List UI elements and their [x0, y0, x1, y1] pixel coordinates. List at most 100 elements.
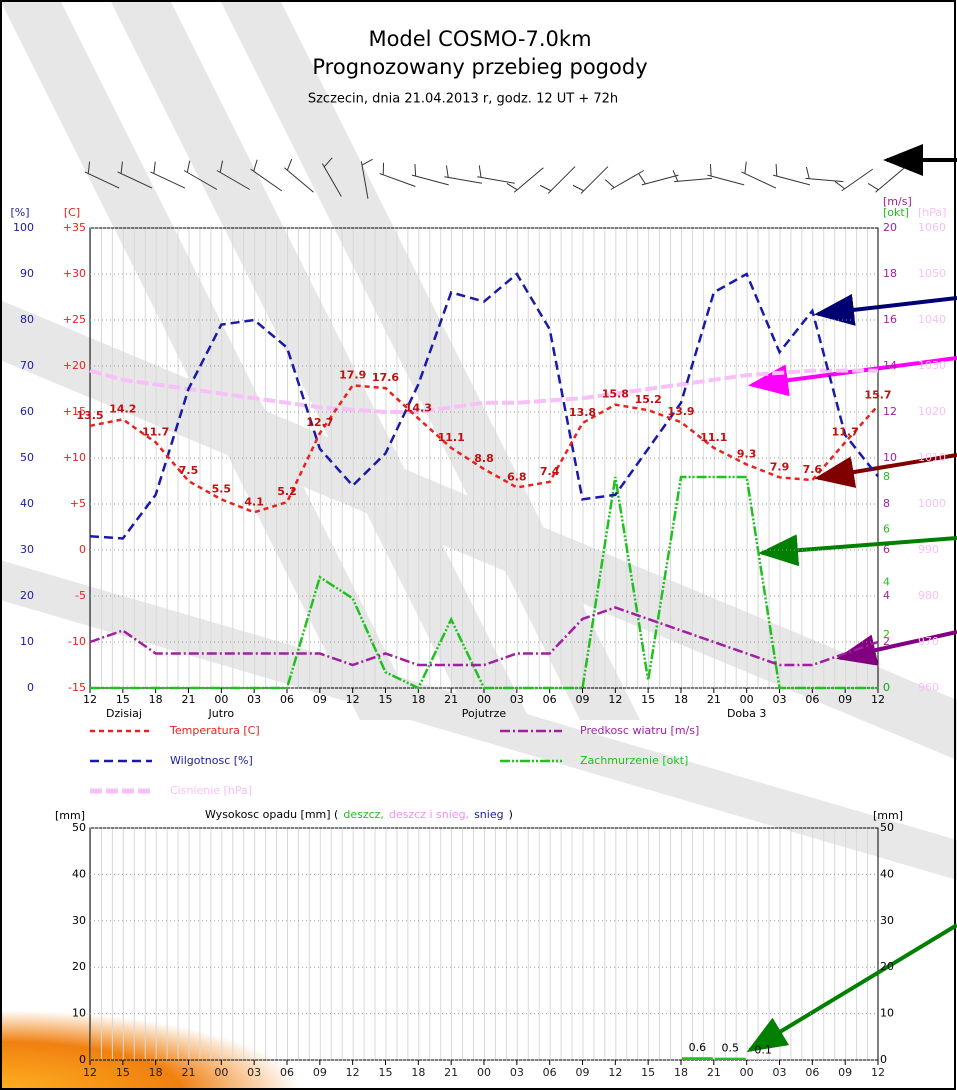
y-tick-label: 990 — [918, 543, 939, 556]
x-tick-label: 18 — [411, 1066, 425, 1079]
axis-unit: [%] — [10, 206, 29, 219]
x-tick-label: 15 — [379, 1066, 393, 1079]
y-tick-label: +5 — [70, 497, 86, 510]
x-tick-label: 00 — [740, 693, 754, 706]
data-label: 7.6 — [803, 463, 823, 476]
axis-unit: [C] — [64, 206, 80, 219]
data-label: 4.1 — [244, 495, 264, 508]
x-tick-label: 12 — [83, 1066, 97, 1079]
x-tick-label: 00 — [214, 1066, 228, 1079]
wind-barb — [741, 162, 775, 188]
day-label: Doba 3 — [727, 707, 766, 720]
y-tick-label: 20 — [20, 589, 34, 602]
wind-barb — [540, 167, 575, 194]
wind-barb — [835, 169, 873, 191]
y-tick-label: +10 — [63, 451, 86, 464]
y-tick-label: 0 — [79, 543, 86, 556]
y-tick-label: 0 — [79, 1053, 86, 1066]
x-tick-label: 03 — [510, 1066, 524, 1079]
y-tick-label: 1040 — [918, 313, 946, 326]
data-label: 7.9 — [770, 460, 790, 473]
x-tick-label: 15 — [116, 1066, 130, 1079]
y-tick-label: 50 — [20, 451, 34, 464]
x-tick-label: 00 — [477, 1066, 491, 1079]
y-tick-label: +20 — [63, 359, 86, 372]
y-tick-label: 1020 — [918, 405, 946, 418]
wind-barb — [673, 170, 712, 181]
y-tick-label: -5 — [75, 589, 86, 602]
x-tick-label: 09 — [313, 693, 327, 706]
y-tick-label: -10 — [68, 635, 86, 648]
wind-barb — [477, 165, 514, 183]
x-tick-label: 18 — [149, 693, 163, 706]
wind-barb — [868, 168, 904, 192]
precip-title-part: snieg — [474, 808, 504, 821]
y-tick-label: 18 — [883, 267, 897, 280]
x-tick-label: 09 — [838, 693, 852, 706]
y-tick-label: 970 — [918, 635, 939, 648]
x-tick-label: 12 — [608, 693, 622, 706]
data-label: 15.8 — [602, 388, 629, 401]
y-tick-label: 1060 — [918, 221, 946, 234]
y-tick-label: 1000 — [918, 497, 946, 510]
x-tick-label: 03 — [247, 1066, 261, 1079]
day-label: Pojutrze — [462, 707, 507, 720]
data-label: 17.6 — [372, 371, 399, 384]
data-label: 12.7 — [306, 416, 333, 429]
wind-barb — [805, 167, 843, 182]
bar — [682, 1057, 713, 1060]
x-tick-label: 03 — [247, 693, 261, 706]
x-tick-label: 21 — [444, 1066, 458, 1079]
data-label: 13.9 — [667, 405, 694, 418]
x-tick-label: 12 — [871, 693, 885, 706]
y-tick-label: 10 — [20, 635, 34, 648]
data-label: 15.7 — [864, 389, 891, 402]
day-label: Jutro — [208, 707, 235, 720]
x-tick-label: 12 — [608, 1066, 622, 1079]
y-tick-label: +25 — [63, 313, 86, 326]
data-label: 13.5 — [76, 409, 103, 422]
precip-title-part: deszcz, — [343, 808, 384, 821]
legend-label: Cisnienie [hPa] — [170, 784, 252, 797]
x-tick-label: 18 — [411, 693, 425, 706]
data-label: 0.5 — [722, 1042, 740, 1055]
y2-tick-label: 0 — [880, 1053, 887, 1066]
data-label: 7.4 — [540, 465, 560, 478]
data-label: 5.2 — [277, 485, 297, 498]
y-tick-label: 2 — [883, 628, 890, 641]
title: Model COSMO-7.0km — [368, 27, 591, 51]
wind-barb — [444, 165, 481, 183]
wind-barb — [773, 164, 810, 185]
data-label: 11.1 — [438, 431, 465, 444]
x-tick-label: 03 — [510, 693, 524, 706]
x-tick-label: 00 — [477, 693, 491, 706]
x-tick-label: 12 — [83, 693, 97, 706]
y-tick-label: 4 — [883, 589, 890, 602]
y2-tick-label: 10 — [880, 1007, 894, 1020]
wind-barb — [380, 163, 416, 187]
precip-plot-area — [90, 828, 878, 1060]
x-tick-label: 03 — [773, 1066, 787, 1079]
y-tick-label: 60 — [20, 405, 34, 418]
data-label: 17.9 — [339, 368, 366, 381]
y-tick-label: 70 — [20, 359, 34, 372]
x-tick-label: 12 — [346, 1066, 360, 1079]
precip-title-part: Wysokosc opadu [mm] ( — [205, 808, 338, 821]
y-tick-label: 12 — [883, 405, 897, 418]
x-tick-label: 06 — [280, 1066, 294, 1079]
x-tick-label: 09 — [838, 1066, 852, 1079]
y-tick-label: 1030 — [918, 359, 946, 372]
note: Szczecin, dnia 21.04.2013 r, godz. 12 UT… — [308, 92, 618, 107]
axis-unit: [hPa] — [918, 206, 946, 219]
x-tick-label: 15 — [641, 1066, 655, 1079]
x-tick-label: 15 — [379, 693, 393, 706]
wind-barb — [150, 162, 184, 188]
data-label: 0.1 — [754, 1044, 772, 1057]
y-tick-label: 0 — [27, 681, 34, 694]
x-tick-label: 21 — [707, 693, 721, 706]
y-tick-label: +30 — [63, 267, 86, 280]
x-tick-label: 15 — [641, 693, 655, 706]
data-label: 11.1 — [700, 431, 727, 444]
legend-label: Temperatura [C] — [169, 724, 260, 737]
precip-title-part: deszcz i snieg, — [389, 808, 469, 821]
